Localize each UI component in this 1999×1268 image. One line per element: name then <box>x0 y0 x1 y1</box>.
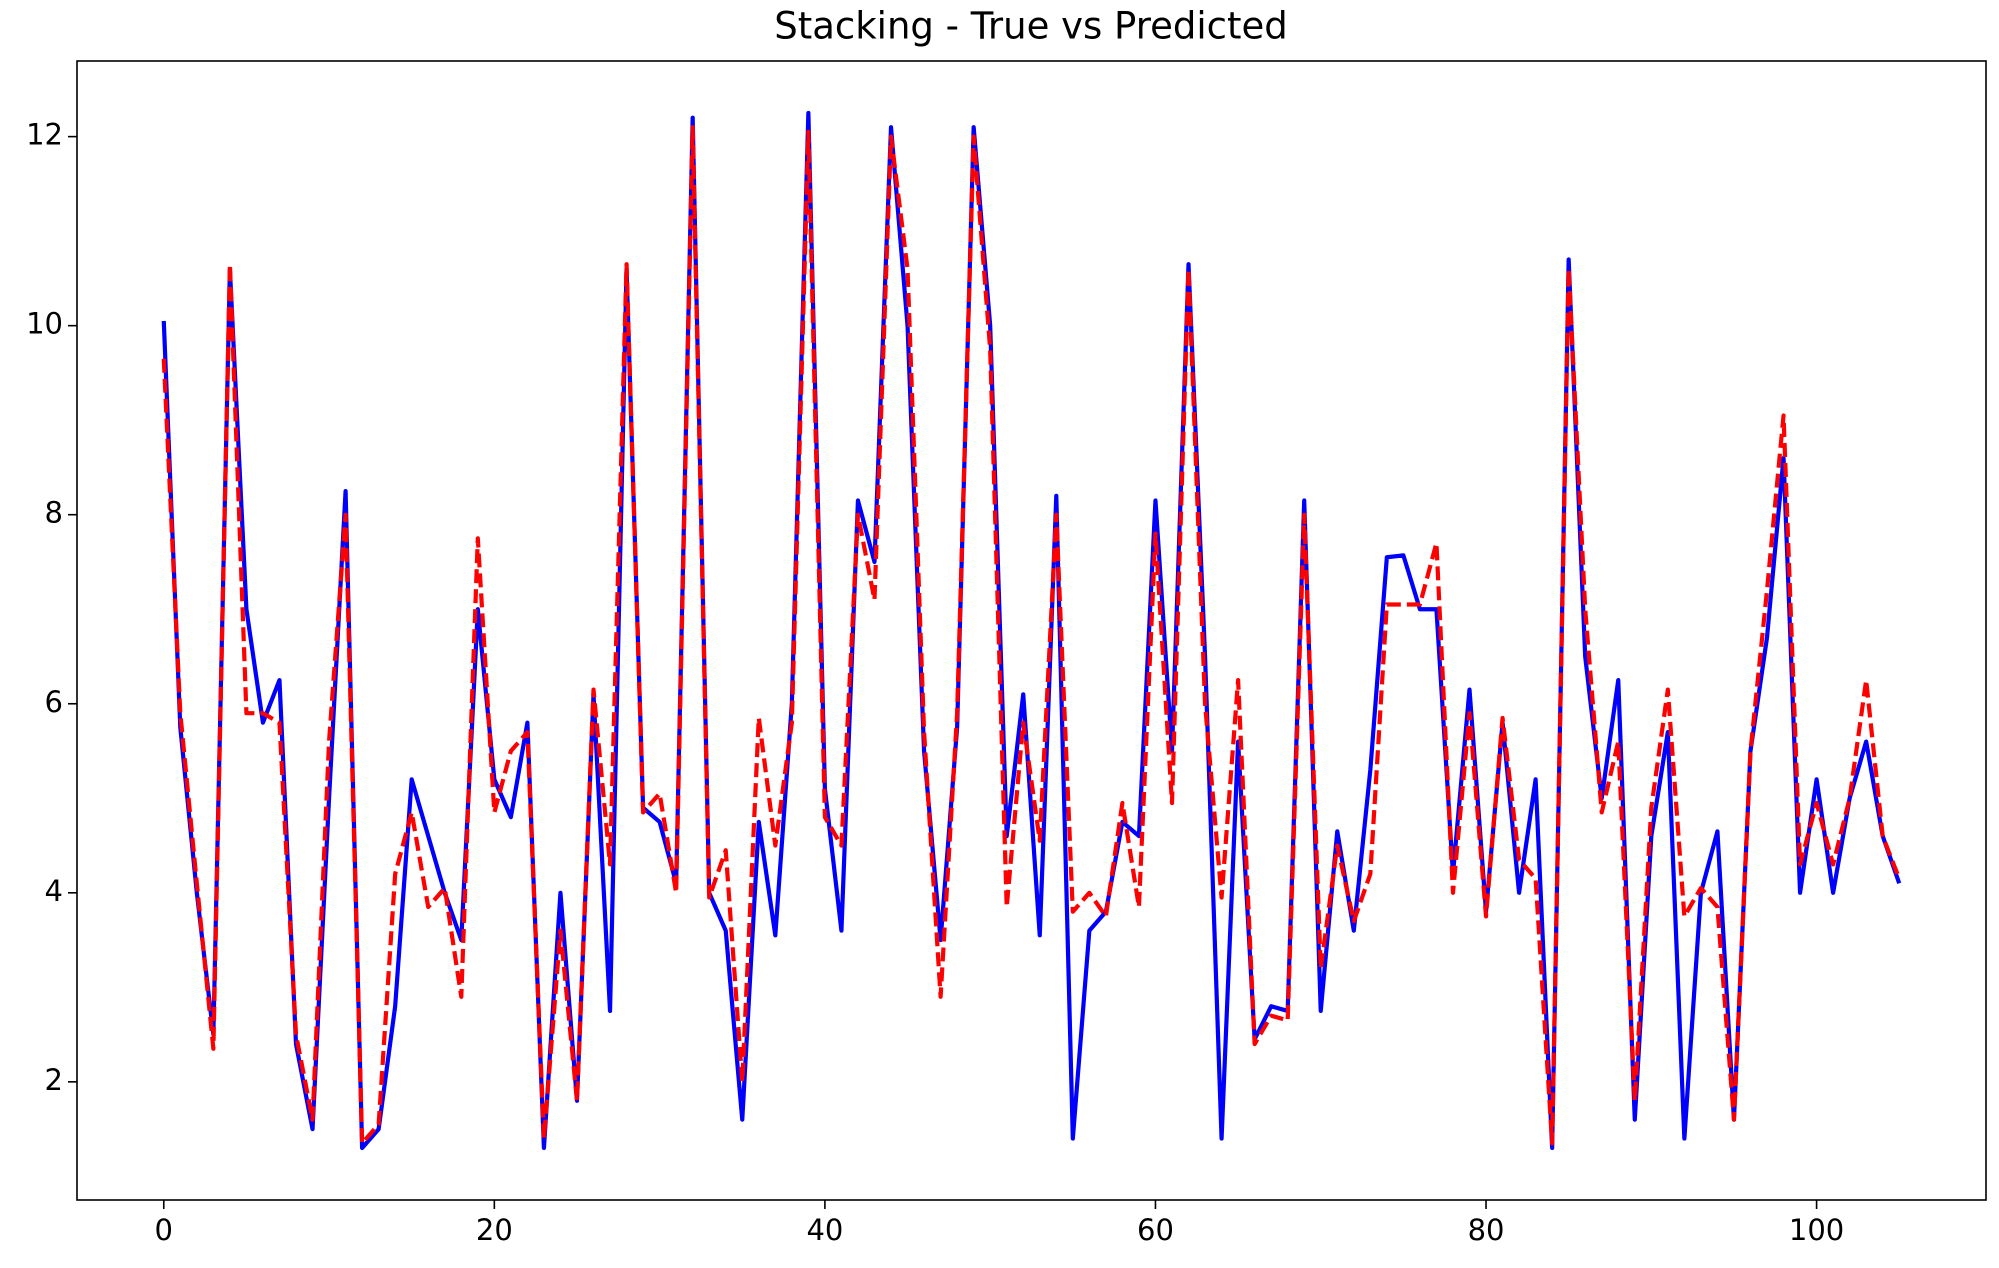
x-tick-label: 100 <box>1789 1213 1844 1247</box>
line-series <box>161 110 1902 1151</box>
x-tick-label: 80 <box>1468 1213 1505 1247</box>
y-tick-label: 4 <box>45 874 63 908</box>
y-tick-label: 8 <box>45 496 63 530</box>
y-tick-label: 12 <box>26 118 63 152</box>
y-tick-label: 6 <box>45 685 63 719</box>
line-series <box>161 125 1902 1146</box>
plot-frame <box>76 60 1987 1201</box>
x-tick-label: 40 <box>806 1213 843 1247</box>
y-tick-label: 2 <box>45 1063 63 1097</box>
x-tick-label: 60 <box>1137 1213 1174 1247</box>
x-tick-label: 20 <box>476 1213 513 1247</box>
chart-title: Stacking - True vs Predicted <box>774 5 1288 48</box>
y-tick-label: 10 <box>26 307 63 341</box>
x-tick-label: 0 <box>155 1213 173 1247</box>
